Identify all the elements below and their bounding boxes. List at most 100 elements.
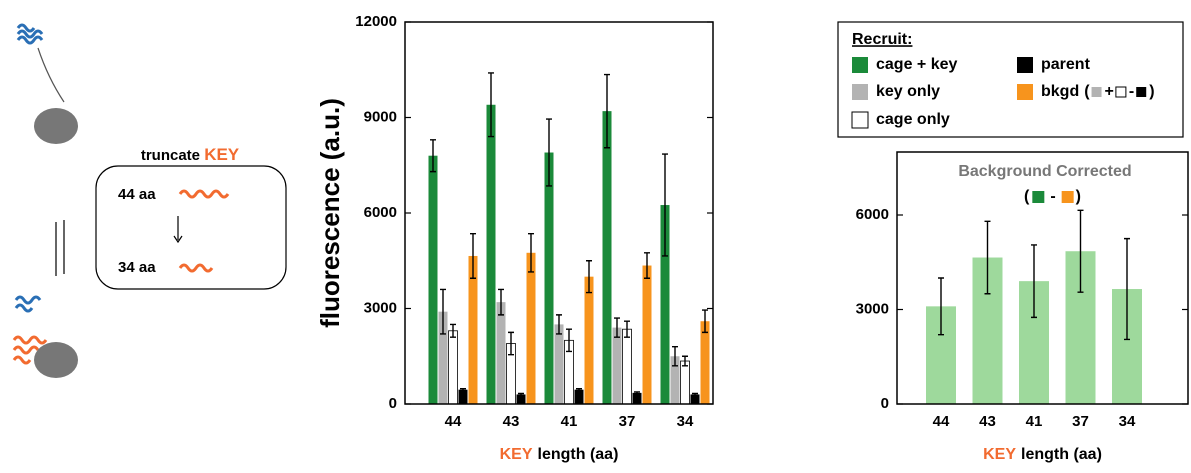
- bar: [660, 205, 670, 404]
- bar: [438, 311, 448, 404]
- y-tick-label: 12000: [355, 13, 397, 30]
- subtitle-swatch: [1061, 191, 1074, 203]
- legend-swatch: [1017, 84, 1033, 100]
- bar: [690, 394, 700, 404]
- x-label-rest: length (aa): [1021, 446, 1102, 463]
- legend-swatch: [851, 111, 869, 129]
- bar: [544, 152, 554, 404]
- x-tick-label: 41: [561, 413, 578, 430]
- helix: [178, 189, 230, 199]
- y-tick-label: 9000: [364, 108, 397, 125]
- error-bar: [692, 392, 698, 397]
- bar: [584, 276, 594, 404]
- cage: [34, 108, 78, 144]
- helix: [16, 29, 44, 39]
- legend-label: cage only: [876, 111, 950, 128]
- error-bar: [682, 355, 688, 367]
- linker: [37, 47, 65, 103]
- x-axis-label: KEY length (aa): [500, 446, 619, 463]
- helix: [14, 295, 42, 313]
- error-bar: [1124, 237, 1130, 341]
- error-bar: [644, 252, 650, 279]
- legend-formula-swatch: [1091, 87, 1102, 97]
- y-tick-label: 3000: [364, 299, 397, 316]
- y-tick-label: 6000: [856, 206, 889, 223]
- helix: [16, 35, 44, 45]
- error-bar: [508, 331, 514, 356]
- y-tick-label: 0: [389, 395, 397, 412]
- x-tick-label: 44: [933, 413, 950, 430]
- bar: [448, 330, 458, 405]
- title-key: KEY: [204, 145, 240, 164]
- chart-title: Background Corrected: [958, 163, 1131, 180]
- x-tick-label: 43: [503, 413, 520, 430]
- error-bar: [938, 277, 944, 336]
- x-label-key: KEY: [500, 446, 533, 463]
- error-bar: [528, 232, 534, 273]
- x-tick-label: 37: [619, 413, 636, 430]
- legend-label: key only: [876, 83, 940, 100]
- bar: [642, 265, 652, 404]
- bar: [602, 111, 612, 404]
- legend-formula: +: [1105, 83, 1114, 100]
- bar: [516, 394, 526, 404]
- helix: [12, 335, 48, 365]
- legend-formula: ): [1149, 83, 1154, 100]
- subtitle-part: ): [1076, 188, 1081, 205]
- y-tick-label: 6000: [364, 204, 397, 221]
- bar: [526, 252, 536, 404]
- error-bar: [430, 139, 436, 173]
- bar: [458, 389, 468, 404]
- legend-formula-swatch: [1136, 87, 1147, 97]
- x-label-rest: length (aa): [538, 446, 619, 463]
- plot-frame: [404, 21, 714, 405]
- subtitle-part: -: [1050, 188, 1055, 205]
- error-bar: [984, 220, 991, 295]
- legend-label: bkgd: [1041, 83, 1079, 100]
- error-bar: [672, 346, 678, 367]
- bar: [670, 356, 680, 404]
- error-bar: [488, 72, 494, 138]
- bar: [612, 327, 622, 404]
- legend-formula-swatch: [1115, 86, 1127, 98]
- cage: [34, 342, 78, 378]
- diagram-title: truncate KEY: [141, 145, 240, 164]
- error-bar: [470, 232, 476, 279]
- legend-label: cage + key: [876, 56, 958, 73]
- diagram: [12, 23, 287, 378]
- x-tick-label: 34: [1119, 413, 1136, 430]
- bar: [468, 255, 478, 404]
- error-bar: [498, 288, 504, 316]
- arrow-head: [173, 235, 183, 244]
- y-axis-label: fluorescence (a.u.): [315, 98, 345, 328]
- legend-label: parent: [1041, 56, 1091, 73]
- error-bar: [546, 118, 552, 187]
- title-part: truncate: [141, 147, 200, 164]
- legend-formula: (: [1084, 83, 1090, 100]
- y-tick-label: 0: [881, 395, 889, 412]
- bar: [632, 392, 642, 404]
- bar: [622, 328, 632, 405]
- error-bar: [566, 328, 572, 353]
- plot-frame: [896, 151, 1189, 405]
- error-bar: [634, 391, 640, 395]
- bar: [680, 360, 690, 405]
- bar: [428, 155, 438, 404]
- x-tick-label: 37: [1072, 413, 1089, 430]
- bar: [700, 321, 710, 404]
- x-tick-label: 43: [979, 413, 996, 430]
- bar: [554, 324, 564, 404]
- legend-swatch: [852, 84, 868, 100]
- helix: [16, 23, 36, 33]
- legend-box: [837, 21, 1184, 138]
- helix: [178, 263, 214, 273]
- x-tick-label: 44: [445, 413, 462, 430]
- error-bar: [450, 323, 456, 338]
- subtitle-part: (: [1024, 188, 1030, 205]
- legend-swatch: [852, 57, 868, 73]
- legend-title: Recruit:: [852, 31, 912, 48]
- error-bar: [702, 309, 708, 334]
- x-tick-label: 41: [1026, 413, 1043, 430]
